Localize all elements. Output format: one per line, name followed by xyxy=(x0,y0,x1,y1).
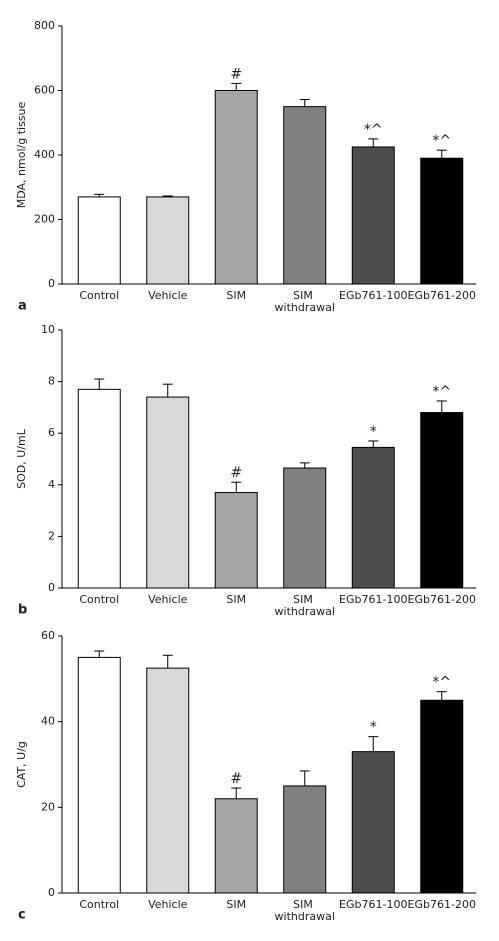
annotation: * xyxy=(370,424,377,440)
y-tick-label: 400 xyxy=(34,148,55,161)
panel-label: b xyxy=(18,603,27,618)
bar xyxy=(351,446,395,589)
panel-label: c xyxy=(18,908,26,923)
annotation: # xyxy=(230,66,242,82)
y-tick-label: 0 xyxy=(48,581,55,594)
y-tick-label: 0 xyxy=(48,277,55,290)
x-tick-label: EGb761-100 xyxy=(339,898,407,911)
bar xyxy=(146,196,190,285)
x-tick-label: Vehicle xyxy=(148,593,188,606)
annotation: # xyxy=(230,465,242,481)
y-axis-label: MDA, nmol/g tissue xyxy=(15,102,28,209)
bar xyxy=(146,667,190,894)
bar xyxy=(283,467,327,589)
y-tick-label: 60 xyxy=(41,629,55,642)
y-axis-label: SOD, U/mL xyxy=(15,428,28,489)
y-tick-label: 4 xyxy=(48,478,55,491)
annotation: *^ xyxy=(432,133,451,149)
x-tick-label: Vehicle xyxy=(148,898,188,911)
y-tick-label: 8 xyxy=(48,375,55,388)
bar xyxy=(420,412,464,589)
annotation: * xyxy=(370,720,377,736)
bar xyxy=(420,157,464,285)
y-tick-label: 200 xyxy=(34,213,55,226)
y-tick-label: 6 xyxy=(48,426,55,439)
x-tick-label: EGb761-200 xyxy=(408,898,476,911)
bar xyxy=(283,106,327,285)
y-tick-label: 600 xyxy=(34,84,55,97)
annotation: # xyxy=(230,771,242,787)
bar xyxy=(283,785,327,894)
bar xyxy=(214,798,258,894)
bar xyxy=(77,656,121,894)
x-tick-label: EGb761-100 xyxy=(339,593,407,606)
x-tick-label: SIM withdrawal xyxy=(275,289,335,314)
x-tick-label: SIM withdrawal xyxy=(275,898,335,923)
annotation: *^ xyxy=(432,384,451,400)
bar xyxy=(351,146,395,285)
y-tick-label: 2 xyxy=(48,529,55,542)
bar xyxy=(77,388,121,589)
x-tick-label: SIM xyxy=(226,289,246,302)
x-tick-label: Vehicle xyxy=(148,289,188,302)
x-tick-label: EGb761-200 xyxy=(408,593,476,606)
x-tick-label: SIM xyxy=(226,593,246,606)
panel-label: a xyxy=(18,299,27,314)
bar xyxy=(214,492,258,589)
y-tick-label: 20 xyxy=(41,800,55,813)
x-tick-label: SIM xyxy=(226,898,246,911)
x-tick-label: Control xyxy=(79,593,119,606)
bar xyxy=(420,699,464,894)
y-tick-label: 0 xyxy=(48,886,55,899)
bar xyxy=(146,396,190,589)
annotation: *^ xyxy=(364,122,383,138)
bar xyxy=(214,90,258,285)
y-axis-label: CAT, U/g xyxy=(15,741,28,788)
x-tick-label: Control xyxy=(79,898,119,911)
y-tick-label: 10 xyxy=(41,323,55,336)
y-tick-label: 40 xyxy=(41,715,55,728)
bar xyxy=(77,196,121,285)
x-tick-label: EGb761-200 xyxy=(408,289,476,302)
annotation: *^ xyxy=(432,675,451,691)
x-tick-label: SIM withdrawal xyxy=(275,593,335,618)
x-tick-label: Control xyxy=(79,289,119,302)
y-tick-label: 800 xyxy=(34,19,55,32)
bar xyxy=(351,751,395,894)
x-tick-label: EGb761-100 xyxy=(339,289,407,302)
